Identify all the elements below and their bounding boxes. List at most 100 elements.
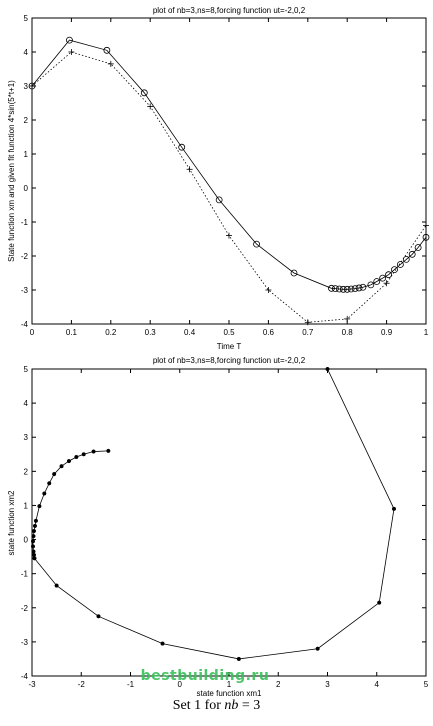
- chart1-point: [422, 233, 430, 241]
- chart1-point: [373, 278, 381, 285]
- chart1-xtick-label: 0.3: [145, 328, 157, 337]
- chart2-xtick-label: 4: [375, 680, 380, 689]
- chart2-point: [325, 366, 330, 372]
- chart2-point: [81, 452, 86, 457]
- chart1-point: [383, 280, 390, 287]
- caption-suffix: = 3: [238, 698, 261, 713]
- chart1-xtick-label: 0.2: [105, 328, 117, 337]
- chart2-ytick-label: -4: [21, 672, 29, 681]
- chart2-xlabel: state function xm1: [197, 689, 262, 698]
- chart1-ytick-label: -3: [21, 286, 29, 295]
- chart2-point: [96, 614, 101, 619]
- chart1-point: [265, 287, 272, 293]
- chart1-xtick-label: 0: [30, 328, 35, 337]
- chart1-ytick-label: -1: [21, 218, 29, 227]
- chart2-point: [31, 528, 37, 534]
- chart1-ytick-label: 0: [24, 184, 29, 193]
- chart1-point: [186, 166, 193, 173]
- chart2-series-0-line: [32, 368, 395, 660]
- chart1-point: [331, 285, 339, 293]
- chart2-point: [33, 518, 38, 523]
- chart1-ytick-label: 4: [24, 48, 29, 57]
- chart1-point: [396, 261, 404, 268]
- chart1-series-0-line: [31, 39, 427, 290]
- chart1-xtick-label: 0.8: [342, 328, 354, 337]
- chart1-xtick-label: 0.4: [184, 328, 196, 337]
- chart2-ytick-label: 5: [24, 365, 29, 374]
- chart1-point: [304, 319, 311, 326]
- chart2-ytick-label: 1: [24, 501, 29, 510]
- chart1-point: [344, 315, 351, 322]
- chart1-point: [253, 240, 260, 248]
- chart1-point: [328, 284, 335, 292]
- chart2-xtick-label: 2: [276, 680, 281, 689]
- chart1-xtick-label: 0.9: [381, 328, 393, 337]
- chart-xm2-vs-xm1: plot of nb=3,ns=8,forcing function ut=-2…: [7, 356, 429, 698]
- chart1-point: [359, 283, 367, 291]
- chart2-point: [42, 491, 47, 496]
- chart2-point: [47, 481, 52, 486]
- chart2-xtick-label: -1: [127, 680, 135, 689]
- chart1-point: [343, 285, 351, 293]
- chart1-point: [391, 266, 398, 274]
- chart2-ytick-label: -3: [21, 638, 29, 647]
- chart1-point: [351, 285, 359, 293]
- chart1-ytick-label: 2: [24, 116, 29, 125]
- chart2-point: [391, 506, 397, 511]
- chart2-point: [315, 646, 320, 651]
- chart1-point: [414, 244, 422, 251]
- chart1-xtick-label: 0.1: [66, 328, 78, 337]
- chart2-ytick-label: -1: [21, 570, 29, 579]
- chart1-point: [290, 269, 298, 277]
- chart1-point: [68, 49, 75, 55]
- chart2-ytick-label: 4: [24, 399, 29, 408]
- chart2-point: [160, 641, 165, 646]
- chart2-point: [30, 544, 36, 549]
- chart2-ylabel: state function xm2: [7, 490, 16, 555]
- chart2-title: plot of nb=3,ns=8,forcing function ut=-2…: [153, 356, 306, 365]
- chart1-ytick-label: -4: [21, 320, 29, 329]
- chart1-point: [379, 274, 387, 282]
- caption-variable: nb: [224, 698, 239, 713]
- chart2-xtick-label: 0: [178, 680, 183, 689]
- chart1-point: [335, 285, 343, 293]
- chart1-ylabel: State function xm and given fit function…: [7, 80, 16, 262]
- chart2-plot-frame: [31, 368, 427, 677]
- chart1-xlabel: Time T: [217, 342, 242, 351]
- chart1-plot-frame: [31, 17, 427, 325]
- chart1-point: [107, 60, 114, 67]
- caption-prefix: Set 1 for: [172, 698, 225, 713]
- chart1-point: [66, 36, 73, 44]
- chart1-point: [215, 196, 223, 204]
- chart2-ytick-label: -2: [21, 604, 29, 613]
- chart2-xtick-label: 5: [424, 680, 429, 689]
- chart2-point: [52, 472, 57, 477]
- chart2-point: [31, 552, 37, 557]
- chart2-point: [91, 449, 96, 454]
- chart-xm-vs-time: plot of nb=3,ns=8,forcing function ut=-2…: [7, 6, 430, 351]
- chart1-point: [367, 281, 375, 289]
- chart2-point: [30, 539, 36, 544]
- chart1-point: [347, 285, 355, 293]
- chart1-ticks: 0 0.1 0.2 0.3 0.4 0.5 0.6 0.7 0.8 0.9 1 -4 -3 -2 -1 0 1 2…: [21, 14, 429, 337]
- chart1-point: [385, 271, 392, 279]
- chart2-xtick-label: 3: [325, 680, 330, 689]
- chart1-point: [178, 143, 186, 151]
- chart2-point: [37, 504, 42, 509]
- chart2-series: [30, 366, 397, 661]
- chart1-point: [147, 103, 154, 110]
- chart1-series: [28, 36, 430, 326]
- chart1-xtick-label: 0.5: [223, 328, 235, 337]
- chart1-point: [103, 46, 111, 54]
- chart2-ytick-label: 3: [24, 433, 29, 442]
- chart2-point: [74, 454, 79, 460]
- chart1-point: [423, 222, 429, 229]
- chart2-xtick-label: -2: [78, 680, 86, 689]
- watermark-text: bestbuilding.ru: [140, 668, 270, 684]
- chart1-ytick-label: 1: [24, 150, 29, 159]
- chart1-point: [29, 83, 35, 89]
- chart2-point: [377, 600, 382, 605]
- chart2-xtick-label: -3: [28, 680, 36, 689]
- chart2-point: [106, 448, 111, 453]
